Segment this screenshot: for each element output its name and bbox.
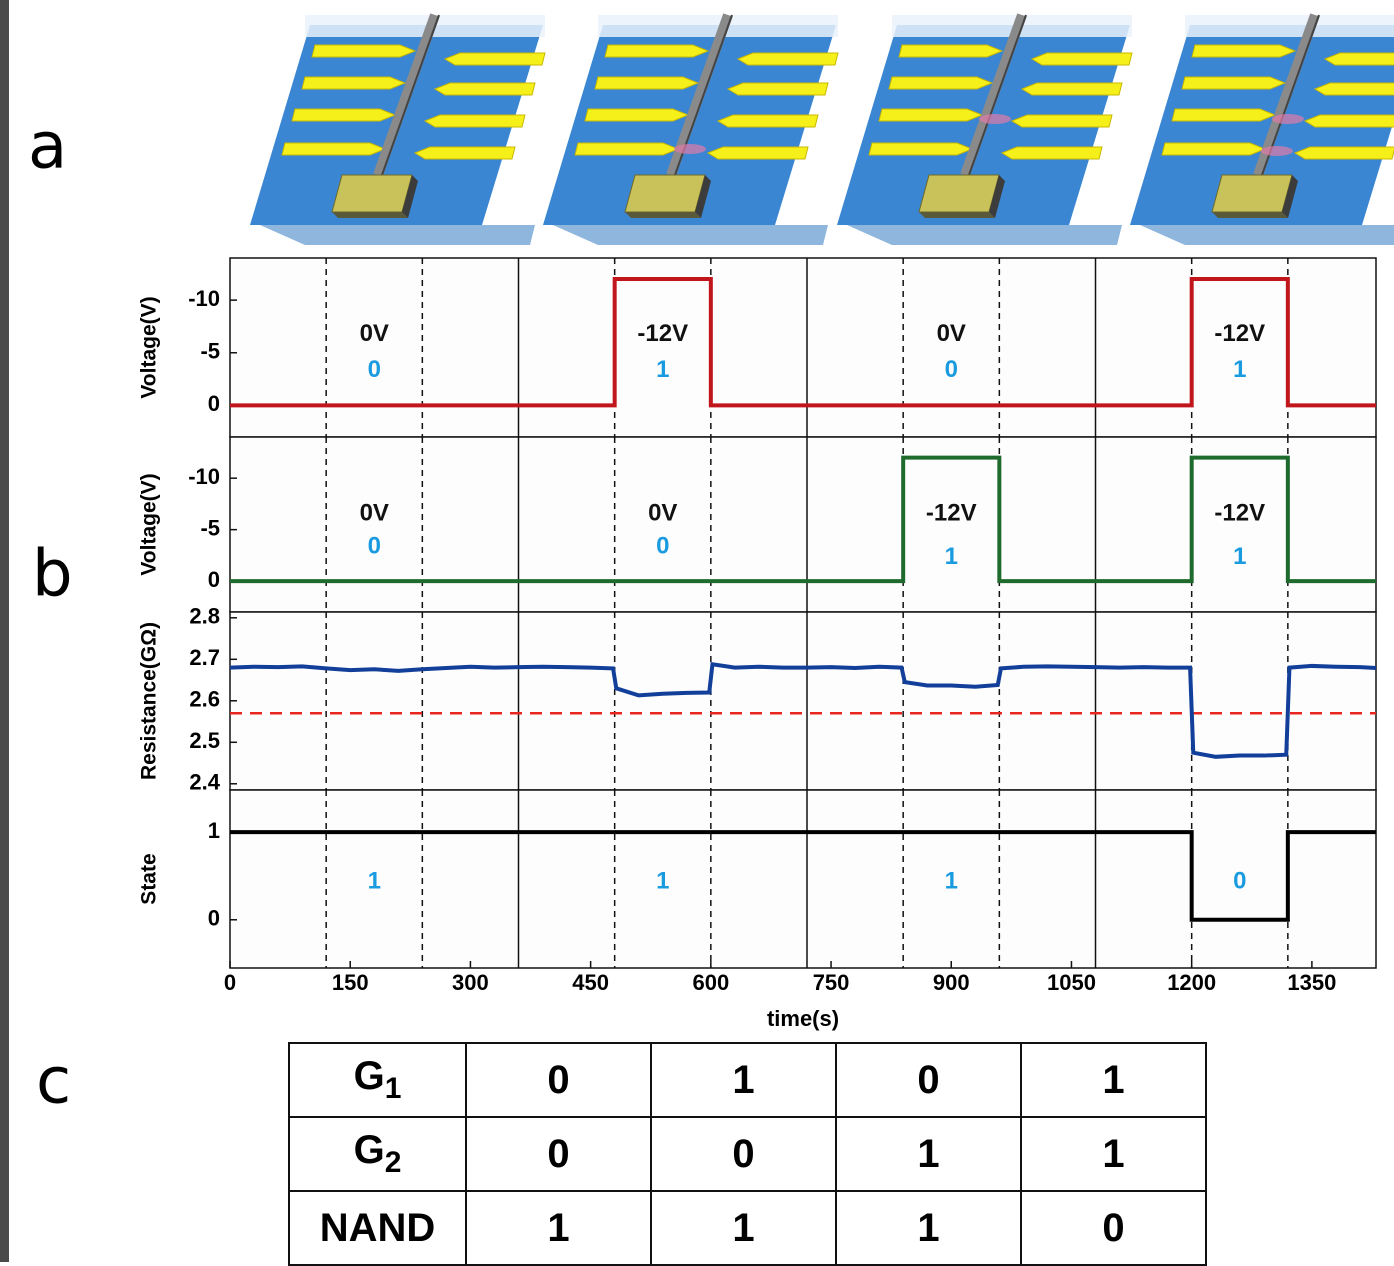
annotation: 1 (945, 867, 958, 894)
table-cell: 0 (1021, 1191, 1206, 1265)
y-axis-label: Voltage(V) (138, 296, 161, 398)
device-illustration (837, 15, 1132, 245)
table-cell: 1 (836, 1117, 1021, 1191)
table-cell: 0 (836, 1043, 1021, 1117)
annotation: 1 (656, 867, 669, 894)
annotation: 1 (656, 356, 669, 383)
x-axis-label: time(s) (767, 1006, 839, 1031)
annotation: 1 (1233, 356, 1246, 383)
y-tick-label: 0 (208, 906, 220, 931)
junction (674, 144, 706, 154)
annotation: 0 (945, 356, 958, 383)
annotation: -12V (637, 320, 688, 347)
plot-frame (230, 437, 1376, 612)
x-tick-label: 150 (332, 970, 369, 995)
x-tick-label: 1200 (1167, 970, 1216, 995)
annotation: 0 (656, 532, 669, 559)
table-cell: 0 (466, 1117, 651, 1191)
y-tick-label: 2.8 (189, 604, 220, 629)
x-tick-label: 750 (813, 970, 850, 995)
x-tick-label: 600 (692, 970, 729, 995)
plot-frame (230, 612, 1376, 790)
table-cell: 1 (1021, 1043, 1206, 1117)
x-tick-label: 1350 (1287, 970, 1336, 995)
y-tick-label: -5 (200, 515, 220, 540)
panel-label: b (32, 538, 73, 612)
panel-label: c (36, 1045, 71, 1119)
y-axis-label: Voltage(V) (138, 473, 161, 575)
y-axis-label: State (138, 853, 161, 904)
junction (979, 114, 1011, 124)
annotation: 0V (360, 500, 389, 527)
junction (1261, 146, 1293, 156)
y-tick-label: 2.6 (189, 687, 220, 712)
plot-frame (230, 790, 1376, 968)
table-cell: 1 (836, 1191, 1021, 1265)
x-tick-label: 900 (933, 970, 970, 995)
table-cell: 0 (466, 1043, 651, 1117)
y-tick-label: -10 (188, 464, 220, 489)
annotation: 1 (368, 867, 381, 894)
annotation: 0 (368, 532, 381, 559)
annotation: 0V (360, 320, 389, 347)
row-header-subscript: 2 (385, 1146, 402, 1179)
annotation: 1 (1233, 543, 1246, 570)
row-header: G2 (289, 1117, 466, 1191)
device-illustration (1130, 15, 1394, 245)
table-cell: 1 (466, 1191, 651, 1265)
annotation: 1 (945, 543, 958, 570)
device-illustration (250, 15, 545, 245)
y-tick-label: 2.7 (189, 645, 220, 670)
table-cell: 1 (1021, 1117, 1206, 1191)
x-tick-label: 1050 (1047, 970, 1096, 995)
annotation: 0V (937, 320, 966, 347)
junction (1272, 114, 1304, 124)
y-tick-label: 0 (208, 567, 220, 592)
table-cell: 0 (651, 1117, 836, 1191)
row-header-text: G (354, 1128, 385, 1172)
annotation: 0V (648, 500, 677, 527)
annotation: 0 (368, 356, 381, 383)
row-header-subscript: 1 (385, 1072, 402, 1105)
annotation: 0 (1233, 867, 1246, 894)
y-tick-label: -10 (188, 286, 220, 311)
y-tick-label: 1 (208, 818, 220, 843)
row-header: G1 (289, 1043, 466, 1117)
table-cell: 1 (651, 1191, 836, 1265)
x-tick-label: 450 (572, 970, 609, 995)
y-tick-label: -5 (200, 339, 220, 364)
y-tick-label: 2.4 (189, 770, 220, 795)
side-border (0, 0, 9, 1262)
row-header: NAND (289, 1191, 466, 1265)
table-cell: 1 (651, 1043, 836, 1117)
x-tick-label: 0 (224, 970, 236, 995)
y-tick-label: 0 (208, 391, 220, 416)
row-header-text: G (354, 1054, 385, 1098)
y-axis-label: Resistance(GΩ) (138, 622, 161, 780)
device-illustration (543, 15, 838, 245)
plot-frame (230, 258, 1376, 437)
row-header-text: NAND (320, 1206, 436, 1250)
x-tick-label: 300 (452, 970, 489, 995)
annotation: -12V (1214, 500, 1265, 527)
annotation: -12V (926, 500, 977, 527)
figure: a b c -10 -5 0 Voltage(V) 0V 0 -12V 1 0V 0 -12V 1 -1… (0, 0, 1394, 1262)
panel-label: a (28, 110, 67, 184)
y-tick-label: 2.5 (189, 728, 220, 753)
annotation: -12V (1214, 320, 1265, 347)
